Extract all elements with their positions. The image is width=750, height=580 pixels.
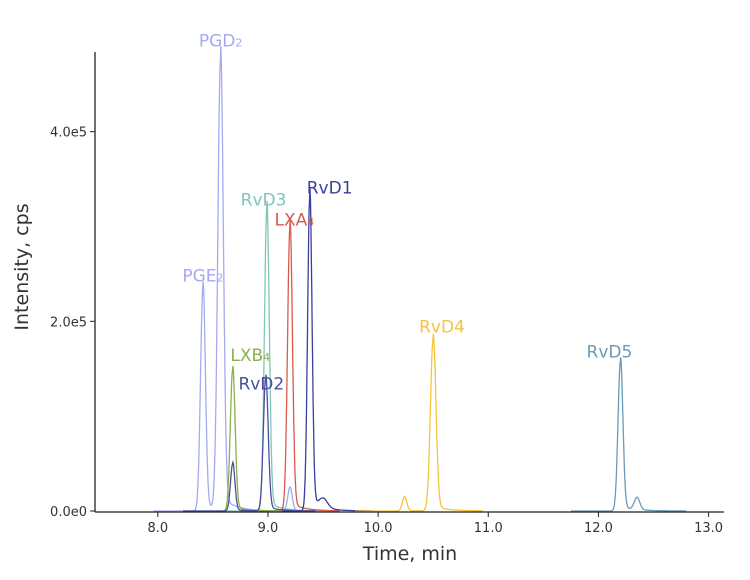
ticks-layer: 8.0 9.0 10.0 11.0 12.0 13.0 0.0e0 2.0e5 4.0e5 bbox=[50, 126, 723, 536]
x-tick-label: 11.0 bbox=[474, 521, 503, 536]
y-axis-label: Intensity, cps bbox=[11, 203, 33, 330]
peak-label-rvd3: RvD3 bbox=[241, 191, 287, 211]
series-line-rvd2 bbox=[183, 374, 316, 512]
peak-label-lxa4: LXA4 bbox=[275, 211, 315, 231]
y-tick-label: 0.0e0 bbox=[50, 505, 87, 520]
y-tick-label: 2.0e5 bbox=[50, 315, 87, 330]
peak-label-rvd4: RvD4 bbox=[419, 318, 465, 338]
peak-label-lxb4: LXB4 bbox=[230, 346, 270, 366]
y-tick-label: 4.0e5 bbox=[50, 126, 87, 141]
curves-layer bbox=[153, 45, 687, 512]
peak-label-rvd5: RvD5 bbox=[587, 342, 633, 362]
x-tick-label: 8.0 bbox=[147, 521, 168, 536]
series-line-rvd1 bbox=[260, 188, 373, 512]
x-tick-label: 9.0 bbox=[258, 521, 279, 536]
peak-label-rvd2: RvD2 bbox=[238, 375, 284, 395]
x-tick-label: 13.0 bbox=[694, 521, 723, 536]
series-line-rvd4 bbox=[355, 333, 483, 512]
x-tick-label: 10.0 bbox=[364, 521, 393, 536]
x-axis-label: Time, min bbox=[362, 543, 457, 565]
x-tick-label: 12.0 bbox=[584, 521, 613, 536]
peak-label-pgd2: PGD2 bbox=[199, 31, 243, 51]
peak-label-rvd1: RvD1 bbox=[307, 178, 353, 198]
series-line-rvd5 bbox=[570, 357, 687, 512]
peak-label-pge2: PGE2 bbox=[182, 267, 223, 287]
